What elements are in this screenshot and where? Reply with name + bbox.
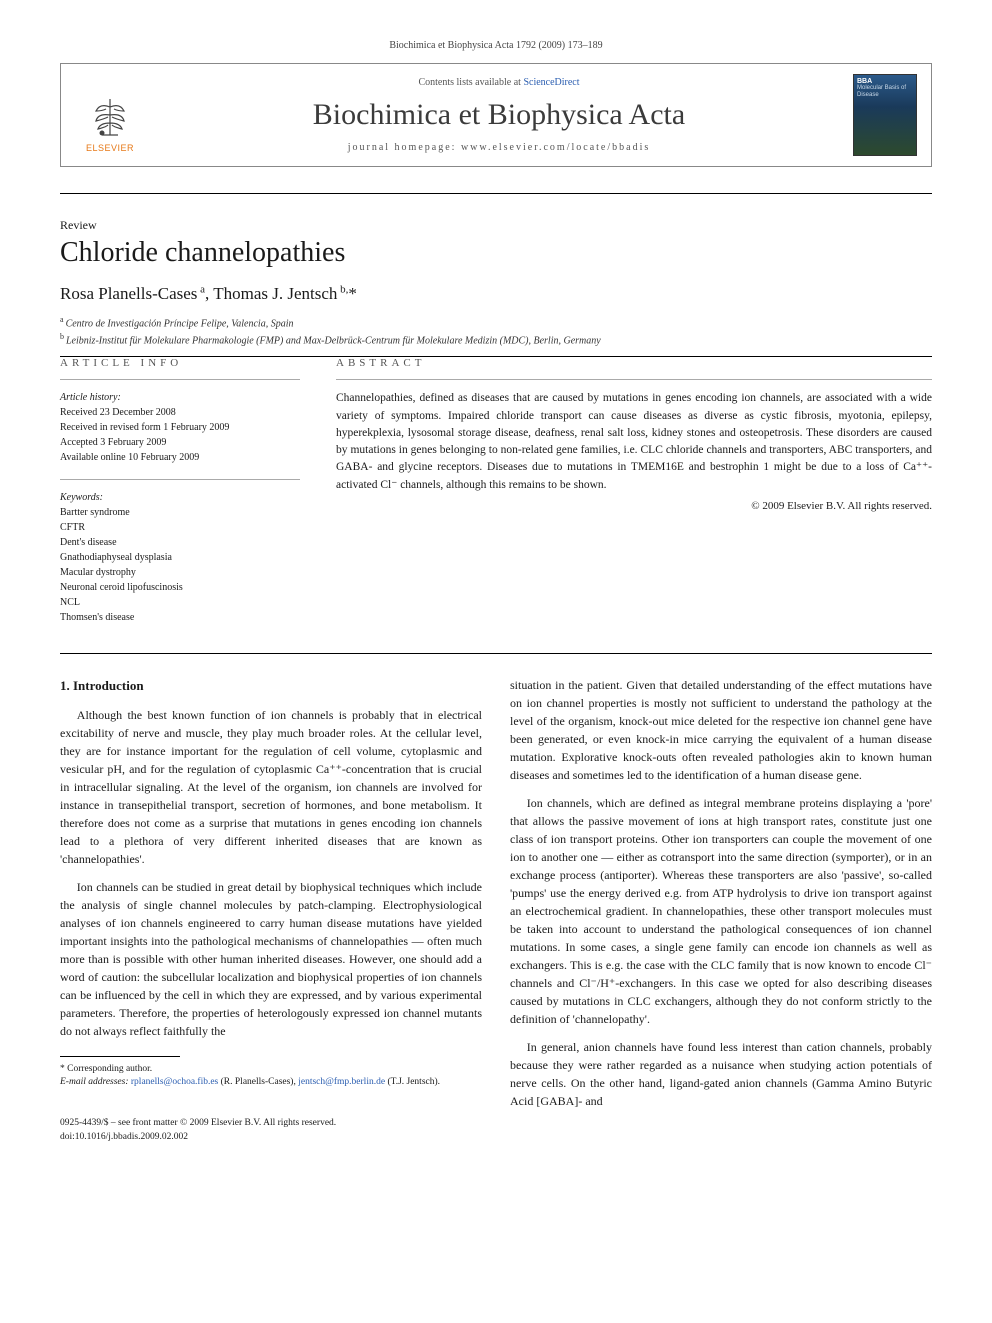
divider (60, 653, 932, 654)
divider (336, 379, 932, 380)
article-type: Review (60, 218, 932, 233)
elsevier-tree-icon (86, 93, 134, 141)
authors: Rosa Planells-Cases a, Thomas J. Jentsch… (60, 283, 932, 304)
section-heading: 1. Introduction (60, 676, 482, 696)
paragraph: Ion channels can be studied in great det… (60, 878, 482, 1040)
paragraph: situation in the patient. Given that det… (510, 676, 932, 784)
sciencedirect-link[interactable]: ScienceDirect (523, 77, 579, 88)
divider (60, 193, 932, 194)
copyright-line: © 2009 Elsevier B.V. All rights reserved… (336, 500, 932, 512)
journal-cover-thumbnail: BBA Molecular Basis of Disease (853, 74, 917, 156)
journal-homepage: journal homepage: www.elsevier.com/locat… (159, 142, 839, 153)
email-link[interactable]: jentsch@fmp.berlin.de (298, 1077, 385, 1087)
email-link[interactable]: rplanells@ochoa.fib.es (131, 1077, 218, 1087)
divider (60, 479, 300, 480)
paragraph: Although the best known function of ion … (60, 706, 482, 868)
abstract-heading: abstract (336, 357, 932, 369)
abstract-text: Channelopathies, defined as diseases tha… (336, 390, 932, 494)
article-history: Article history: Received 23 December 20… (60, 390, 300, 465)
contents-available: Contents lists available at ScienceDirec… (159, 77, 839, 88)
journal-title: Biochimica et Biophysica Acta (159, 98, 839, 132)
keywords: Keywords: Bartter syndrome CFTR Dent's d… (60, 490, 300, 625)
issn-doi: 0925-4439/$ – see front matter © 2009 El… (60, 1117, 482, 1144)
article-title: Chloride channelopathies (60, 237, 932, 269)
article-info-heading: article info (60, 357, 300, 369)
elsevier-logo: ELSEVIER (75, 77, 145, 153)
journal-header: ELSEVIER Contents lists available at Sci… (60, 63, 932, 167)
paragraph: Ion channels, which are defined as integ… (510, 794, 932, 1028)
running-header: Biochimica et Biophysica Acta 1792 (2009… (60, 40, 932, 51)
elsevier-name: ELSEVIER (86, 143, 134, 153)
affiliations: aCentro de Investigación Príncipe Felipe… (60, 314, 932, 349)
divider (60, 379, 300, 380)
footnotes: * Corresponding author. E-mail addresses… (60, 1063, 482, 1090)
body-text: 1. Introduction Although the best known … (60, 676, 932, 1144)
footnote-divider (60, 1056, 180, 1057)
paragraph: In general, anion channels have found le… (510, 1038, 932, 1110)
